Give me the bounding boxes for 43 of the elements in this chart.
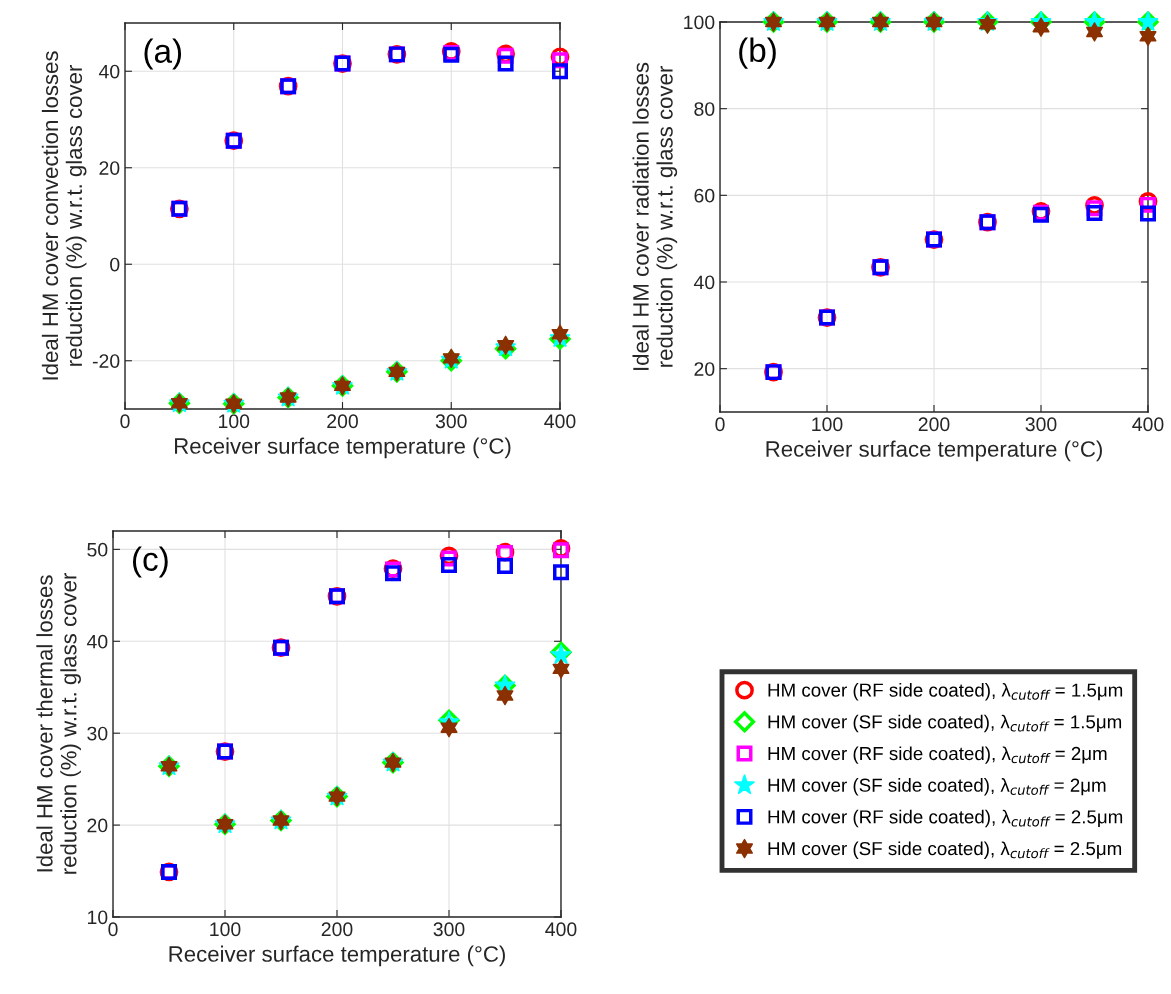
- y-tick-label: 40: [98, 64, 120, 79]
- y-tick-label: 100: [684, 15, 715, 30]
- x-axis-title: Receiver surface temperature (°C): [766, 440, 1102, 462]
- x-tick-label: 100: [210, 922, 241, 937]
- y-axis-title: Ideal HM cover thermal losses reduction (%) w.r.t. glass cover: [36, 573, 81, 874]
- annotation: (a): [144, 38, 182, 70]
- y-tick-label: 10: [88, 910, 108, 925]
- legend-label: HM cover (RF side coated), λ$_{cutoff}$ = 2μm: [768, 746, 1107, 764]
- legend-label: HM cover (SF side coated), λ$_{cutoff}$ = 1.5μm: [768, 714, 1122, 733]
- x-axis-title: Receiver surface temperature (°C): [175, 437, 511, 459]
- legend-label: HM cover (SF side coated), λ$_{cutoff}$ = 2.5μm: [768, 841, 1122, 859]
- y-tick-label: 20: [87, 818, 108, 833]
- x-tick-label: 100: [219, 414, 250, 429]
- x-tick-label: 0: [120, 414, 130, 429]
- legend-label: HM cover (RF side coated), λ$_{cutoff}$ = 2.5μm: [768, 809, 1123, 828]
- x-tick-label: 300: [433, 922, 465, 937]
- y-tick-label: 20: [99, 161, 120, 175]
- y-tick-label: 40: [693, 275, 715, 290]
- y-tick-label: 30: [87, 726, 108, 741]
- y-tick-label: 50: [87, 542, 108, 557]
- y-axis-title: Ideal HM cover convection losses reduction (%) w.r.t. glass cover: [41, 51, 87, 380]
- y-tick-label: 20: [694, 362, 715, 376]
- annotation: (b): [739, 37, 776, 69]
- y-axis-title: Ideal HM cover radiation losses reduction (%) w.r.t. glass cover: [632, 62, 678, 370]
- y-tick-label: 40: [86, 634, 108, 649]
- legend-label: HM cover (SF side coated), λ$_{cutoff}$ = 2μm: [768, 778, 1106, 796]
- x-tick-label: 300: [435, 414, 467, 429]
- annotation: (c): [132, 546, 168, 578]
- x-tick-label: 400: [544, 414, 576, 429]
- y-tick-label: 0: [110, 257, 120, 272]
- x-tick-label: 100: [812, 417, 843, 432]
- x-tick-label: 200: [321, 922, 353, 937]
- x-tick-label: 200: [327, 414, 358, 429]
- x-tick-label: 300: [1025, 417, 1057, 432]
- x-tick-label: 400: [1132, 417, 1164, 432]
- legend-label: HM cover (RF side coated), λ$_{cutoff}$ = 1.5μm: [768, 683, 1123, 701]
- x-tick-label: 200: [918, 417, 950, 432]
- y-tick-label: -20: [92, 354, 120, 368]
- y-tick-label: 80: [694, 102, 715, 116]
- x-axis-title: Receiver surface temperature (°C): [169, 945, 505, 967]
- x-tick-label: 0: [715, 417, 725, 432]
- y-tick-label: 60: [694, 188, 715, 203]
- x-tick-label: 400: [545, 922, 577, 937]
